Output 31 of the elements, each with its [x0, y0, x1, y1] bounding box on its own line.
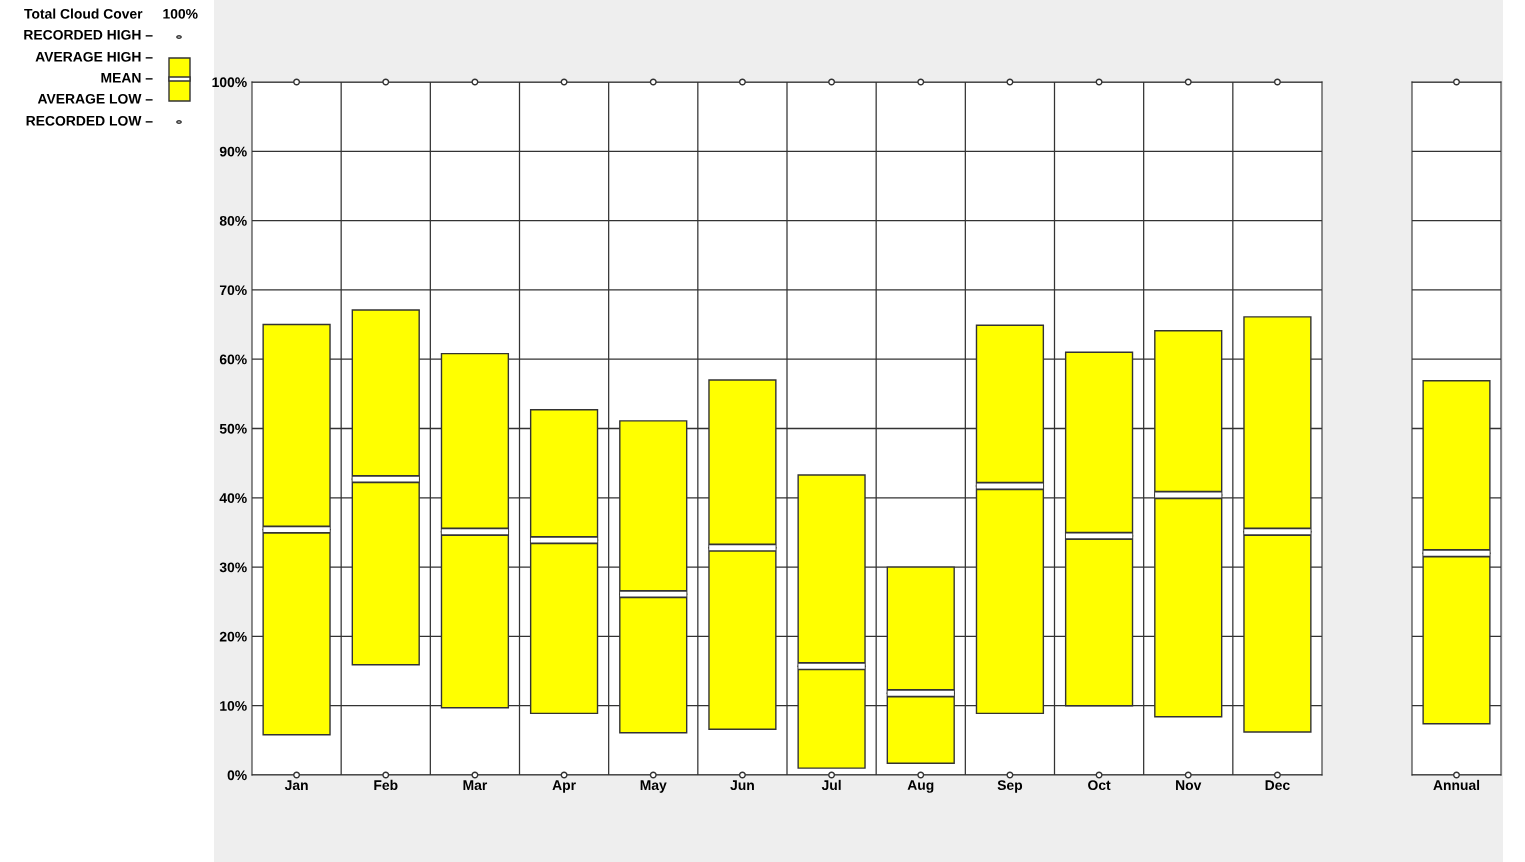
y-tick-label: 30%	[219, 562, 247, 573]
x-tick-label: Oct	[1088, 780, 1111, 791]
x-tick-label: Mar	[463, 780, 488, 791]
y-tick-label: 50%	[219, 423, 247, 434]
x-tick-label: Dec	[1265, 780, 1290, 791]
y-tick-label: 90%	[219, 146, 247, 157]
y-tick-label: 10%	[220, 701, 247, 711]
x-tick-label: Sep	[997, 780, 1023, 793]
x-tick-label: Feb	[374, 779, 398, 791]
y-tick-label: 80%	[219, 215, 247, 226]
y-tick-label: 100%	[212, 77, 247, 88]
y-tick-label: 40%	[219, 493, 247, 503]
x-tick-label: Apr	[552, 780, 576, 793]
text: AVERAGE LOW –	[37, 93, 153, 104]
x-tick-label: Annual	[1433, 779, 1480, 791]
y-tick-label: 70%	[219, 285, 247, 296]
x-tick-label: Jun	[730, 780, 754, 791]
x-tick-label: May	[640, 780, 667, 793]
text: 100%	[163, 8, 198, 19]
text: RECORDED HIGH –	[24, 29, 153, 40]
x-tick-label: Jan	[284, 780, 308, 791]
text: RECORDED LOW –	[26, 115, 153, 126]
text: Total Cloud Cover	[24, 8, 143, 19]
y-tick-label: 60%	[219, 354, 247, 365]
y-tick-label: 0%	[227, 770, 247, 781]
x-tick-label: Nov	[1176, 780, 1202, 791]
text: MEAN –	[101, 73, 153, 83]
text: AVERAGE HIGH –	[35, 51, 153, 62]
y-tick-label: 20%	[219, 631, 247, 642]
x-tick-label: Aug	[907, 780, 934, 793]
x-tick-label: Jul	[821, 779, 841, 791]
